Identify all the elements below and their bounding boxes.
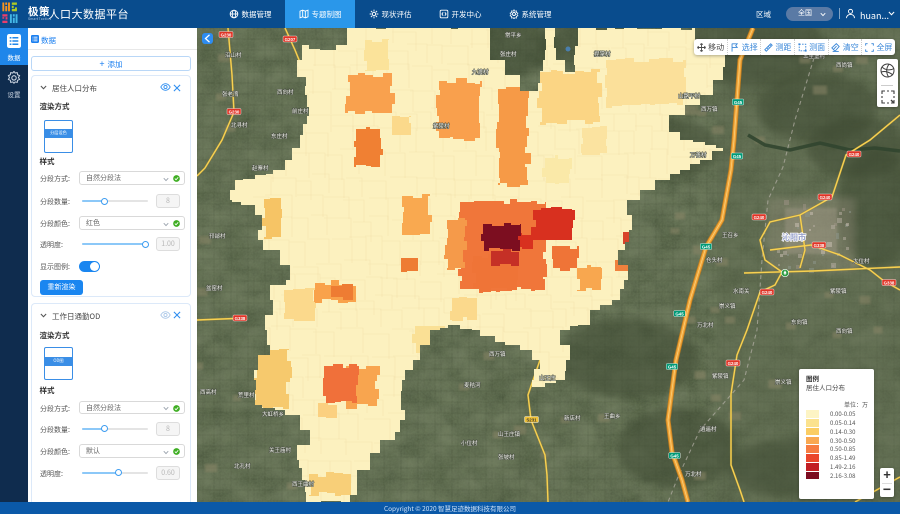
svg-text:新店村: 新店村 [564, 414, 581, 422]
svg-text:西万镇: 西万镇 [701, 105, 718, 113]
svg-text:紫陵镇: 紫陵镇 [830, 287, 847, 295]
svg-text:张坡村: 张坡村 [498, 453, 515, 461]
svg-text:G45: G45 [734, 100, 743, 105]
svg-text:捏掌村: 捏掌村 [594, 50, 611, 58]
svg-text:水南关: 水南关 [733, 287, 750, 295]
svg-text:G240: G240 [849, 152, 860, 157]
svg-text:荒里村: 荒里村 [238, 391, 255, 399]
svg-text:西万镇: 西万镇 [489, 350, 506, 358]
svg-text:东庄村: 东庄村 [271, 132, 288, 140]
svg-text:G45: G45 [702, 244, 711, 249]
svg-text:G338: G338 [884, 280, 895, 285]
svg-text:五里堡村: 五里堡村 [803, 52, 826, 60]
svg-text:赵寨村: 赵寨村 [252, 164, 269, 172]
svg-text:北寻村: 北寻村 [231, 121, 248, 129]
svg-text:万北村: 万北村 [697, 321, 714, 329]
svg-text:北孔村: 北孔村 [234, 462, 251, 470]
svg-text:G338: G338 [814, 243, 825, 248]
svg-text:G45: G45 [675, 311, 684, 316]
svg-text:紫陵村: 紫陵村 [433, 122, 450, 130]
svg-text:崇义镇: 崇义镇 [775, 378, 792, 386]
svg-text:沿山村: 沿山村 [225, 51, 242, 59]
svg-text:邘邰村: 邘邰村 [209, 232, 226, 240]
svg-text:S231: S231 [526, 417, 537, 422]
svg-text:张庄村: 张庄村 [500, 50, 517, 58]
svg-text:G45: G45 [670, 453, 679, 458]
svg-text:麦秸河: 麦秸河 [464, 381, 481, 389]
svg-text:西王曲村: 西王曲村 [292, 480, 315, 488]
svg-text:大虹桥乡: 大虹桥乡 [262, 410, 284, 418]
svg-text:G207: G207 [285, 37, 296, 42]
svg-text:G240: G240 [728, 361, 739, 366]
svg-text:前庄村: 前庄村 [292, 107, 309, 115]
svg-text:西尚镇: 西尚镇 [836, 61, 853, 69]
svg-text:G45: G45 [668, 364, 677, 369]
svg-text:常平乡: 常平乡 [505, 31, 522, 39]
svg-text:东向镇: 东向镇 [791, 318, 808, 326]
svg-text:山王庄: 山王庄 [539, 374, 556, 382]
svg-text:逍遥村: 逍遥村 [700, 425, 717, 433]
svg-text:九渡村: 九渡村 [472, 68, 489, 76]
svg-text:仓头村: 仓头村 [706, 256, 723, 264]
svg-text:小位村: 小位村 [461, 439, 478, 447]
svg-text:张老湾: 张老湾 [222, 90, 239, 98]
svg-text:大位村: 大位村 [853, 257, 870, 265]
svg-text:王曲乡: 王曲乡 [604, 412, 621, 420]
svg-text:万北村: 万北村 [685, 470, 702, 478]
svg-text:崇义镇: 崇义镇 [719, 302, 736, 310]
svg-text:盆窑村: 盆窑村 [206, 284, 223, 292]
svg-text:G240: G240 [820, 195, 831, 200]
svg-text:西向村: 西向村 [277, 88, 294, 96]
svg-text:G230: G230 [229, 109, 240, 114]
svg-text:王召乡: 王召乡 [722, 231, 739, 239]
svg-text:沁阳市: 沁阳市 [782, 232, 806, 243]
svg-text:紫陵镇: 紫陵镇 [712, 372, 729, 380]
svg-text:西高村: 西高村 [200, 388, 217, 396]
svg-text:G230: G230 [221, 32, 232, 37]
svg-text:G338: G338 [235, 316, 246, 321]
svg-text:G240: G240 [754, 215, 765, 220]
svg-text:山王庄镇: 山王庄镇 [498, 430, 521, 438]
svg-text:山路平村: 山路平村 [678, 92, 701, 100]
svg-text:G45: G45 [733, 154, 742, 159]
svg-text:西向镇: 西向镇 [836, 327, 853, 335]
svg-text:G240: G240 [762, 290, 773, 295]
svg-text:关王庙村: 关王庙村 [269, 446, 292, 454]
svg-text:万善村: 万善村 [690, 151, 707, 159]
